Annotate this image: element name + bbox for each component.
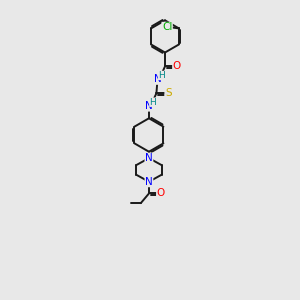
Text: O: O <box>157 188 165 199</box>
Text: H: H <box>158 71 165 80</box>
Text: N: N <box>154 74 161 84</box>
Text: N: N <box>145 101 153 111</box>
Text: Cl: Cl <box>162 22 172 32</box>
Text: S: S <box>165 88 172 98</box>
Text: H: H <box>149 98 156 107</box>
Text: O: O <box>173 61 181 71</box>
Text: N: N <box>145 153 153 163</box>
Text: N: N <box>145 177 153 187</box>
